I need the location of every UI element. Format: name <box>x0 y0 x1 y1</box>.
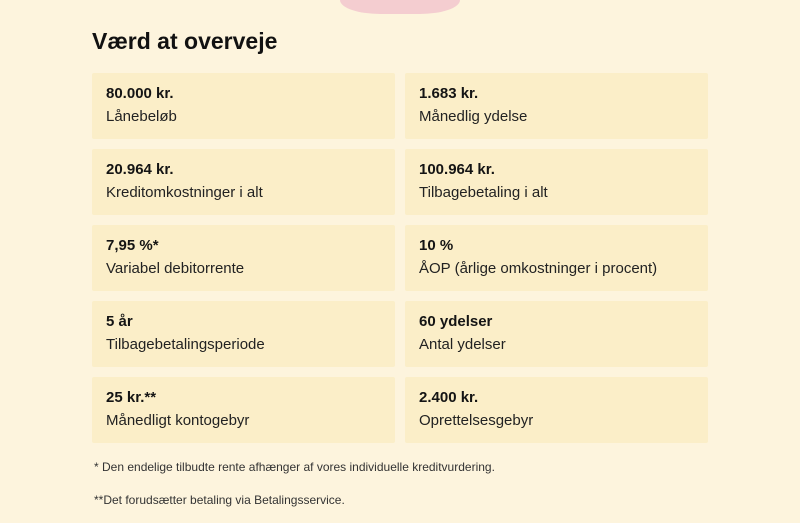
cell-apr: 10 % ÅOP (årlige omkostninger i procent) <box>405 225 708 291</box>
cell-setup-fee: 2.400 kr. Oprettelsesgebyr <box>405 377 708 443</box>
cell-monthly-fee: 25 kr.** Månedligt kontogebyr <box>92 377 395 443</box>
loan-details-grid: 80.000 kr. Lånebeløb 1.683 kr. Månedlig … <box>92 73 708 443</box>
label-monthly-fee: Månedligt kontogebyr <box>106 410 381 431</box>
cell-total-repayment: 100.964 kr. Tilbagebetaling i alt <box>405 149 708 215</box>
cell-credit-costs: 20.964 kr. Kreditomkostninger i alt <box>92 149 395 215</box>
label-monthly-payment: Månedlig ydelse <box>419 106 694 127</box>
value-apr: 10 % <box>419 235 694 256</box>
label-setup-fee: Oprettelsesgebyr <box>419 410 694 431</box>
value-repayment-period: 5 år <box>106 311 381 332</box>
footnote-2: **Det forudsætter betaling via Betalings… <box>94 492 708 509</box>
cell-num-payments: 60 ydelser Antal ydelser <box>405 301 708 367</box>
footnote-1: * Den endelige tilbudte rente afhænger a… <box>94 459 708 476</box>
cell-variable-rate: 7,95 %* Variabel debitorrente <box>92 225 395 291</box>
label-total-repayment: Tilbagebetaling i alt <box>419 182 694 203</box>
value-monthly-payment: 1.683 kr. <box>419 83 694 104</box>
value-total-repayment: 100.964 kr. <box>419 159 694 180</box>
footnotes: * Den endelige tilbudte rente afhænger a… <box>92 459 708 509</box>
label-loan-amount: Lånebeløb <box>106 106 381 127</box>
cell-repayment-period: 5 år Tilbagebetalingsperiode <box>92 301 395 367</box>
value-monthly-fee: 25 kr.** <box>106 387 381 408</box>
section-heading: Værd at overveje <box>92 28 708 55</box>
cell-monthly-payment: 1.683 kr. Månedlig ydelse <box>405 73 708 139</box>
value-setup-fee: 2.400 kr. <box>419 387 694 408</box>
label-apr: ÅOP (årlige omkostninger i procent) <box>419 258 694 279</box>
label-variable-rate: Variabel debitorrente <box>106 258 381 279</box>
loan-summary-panel: Værd at overveje 80.000 kr. Lånebeløb 1.… <box>0 0 800 509</box>
value-loan-amount: 80.000 kr. <box>106 83 381 104</box>
value-num-payments: 60 ydelser <box>419 311 694 332</box>
value-variable-rate: 7,95 %* <box>106 235 381 256</box>
value-credit-costs: 20.964 kr. <box>106 159 381 180</box>
label-num-payments: Antal ydelser <box>419 334 694 355</box>
label-credit-costs: Kreditomkostninger i alt <box>106 182 381 203</box>
cell-loan-amount: 80.000 kr. Lånebeløb <box>92 73 395 139</box>
label-repayment-period: Tilbagebetalingsperiode <box>106 334 381 355</box>
